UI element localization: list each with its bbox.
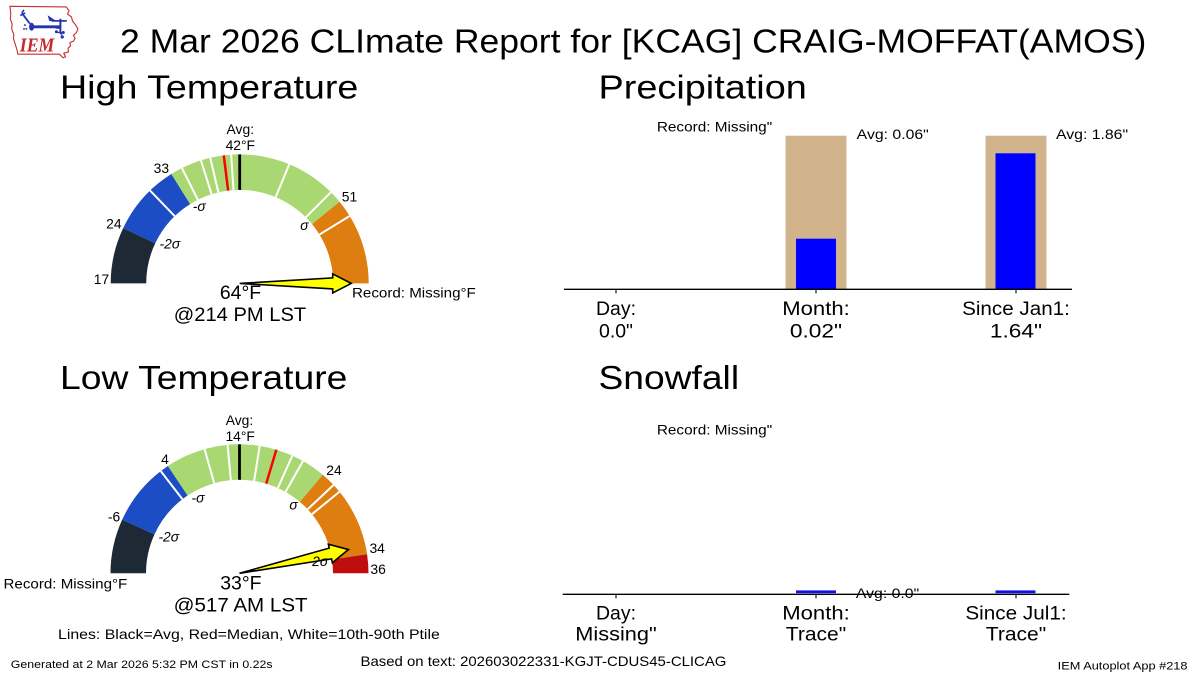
svg-text:Avg:: Avg:: [226, 412, 254, 428]
svg-text:-σ: -σ: [193, 198, 207, 214]
svg-text:14°F: 14°F: [225, 428, 254, 444]
svg-text:34: 34: [369, 540, 385, 556]
svg-text:2σ: 2σ: [311, 553, 329, 569]
svg-text:Day:: Day:: [596, 602, 636, 624]
svg-text:High Temperature: High Temperature: [60, 70, 358, 107]
svg-text:Snowfall: Snowfall: [599, 360, 740, 397]
svg-text:-6: -6: [108, 509, 121, 525]
svg-text:@214 PM LST: @214 PM LST: [174, 304, 307, 326]
svg-text:Month:: Month:: [782, 602, 850, 624]
svg-text:IEM: IEM: [19, 35, 55, 57]
svg-text:Avg: 0.06": Avg: 0.06": [857, 126, 929, 142]
svg-text:36: 36: [370, 561, 386, 577]
svg-text:2 Mar 2026 CLImate Report for: 2 Mar 2026 CLImate Report for [KCAG] CRA…: [120, 24, 1146, 61]
svg-text:-σ: -σ: [192, 489, 206, 505]
svg-text:17: 17: [94, 271, 110, 287]
svg-text:Trace": Trace": [786, 623, 847, 645]
svg-text:Record: Missing°F: Record: Missing°F: [4, 576, 128, 592]
svg-text:@517 AM LST: @517 AM LST: [174, 594, 308, 616]
svg-text:24: 24: [326, 462, 342, 478]
svg-text:Missing": Missing": [575, 623, 656, 645]
svg-text:0.02": 0.02": [790, 321, 842, 343]
svg-text:-2σ: -2σ: [160, 236, 181, 252]
svg-text:Since Jan1:: Since Jan1:: [962, 298, 1070, 320]
svg-text:Record: Missing": Record: Missing": [657, 422, 772, 438]
svg-text:Low Temperature: Low Temperature: [60, 360, 347, 397]
svg-text:Record: Missing°F: Record: Missing°F: [352, 285, 476, 301]
svg-text:Since Jul1:: Since Jul1:: [965, 602, 1066, 624]
svg-text:64°F: 64°F: [220, 282, 261, 304]
svg-text:Trace": Trace": [986, 623, 1047, 645]
svg-text:0.0": 0.0": [599, 321, 633, 343]
svg-text:Avg: 0.0": Avg: 0.0": [856, 585, 919, 601]
svg-text:Generated at 2 Mar 2026 5:32 P: Generated at 2 Mar 2026 5:32 PM CST in 0…: [11, 659, 273, 671]
svg-text:Day:: Day:: [596, 298, 636, 320]
svg-text:Lines: Black=Avg, Red=Median,: Lines: Black=Avg, Red=Median, White=10th…: [58, 626, 440, 642]
svg-text:σ: σ: [300, 217, 309, 233]
svg-text:Avg:: Avg:: [227, 121, 255, 137]
svg-text:4: 4: [161, 451, 169, 467]
svg-text:-2σ: -2σ: [158, 528, 179, 544]
svg-text:σ: σ: [289, 496, 298, 512]
svg-text:51: 51: [342, 188, 358, 204]
svg-text:33°F: 33°F: [220, 573, 261, 595]
svg-text:IEM Autoplot App #218: IEM Autoplot App #218: [1058, 660, 1188, 672]
svg-text:Month:: Month:: [782, 298, 850, 320]
svg-text:Precipitation: Precipitation: [599, 70, 807, 107]
svg-text:Based on text: 202603022331-KG: Based on text: 202603022331-KGJT-CDUS45-…: [361, 653, 727, 669]
svg-text:33: 33: [154, 160, 170, 176]
svg-text:1.64": 1.64": [990, 321, 1042, 343]
svg-text:Avg: 1.86": Avg: 1.86": [1056, 126, 1128, 142]
svg-text:42°F: 42°F: [226, 137, 255, 153]
svg-text:24: 24: [106, 215, 122, 231]
svg-text:Record: Missing": Record: Missing": [657, 118, 772, 134]
